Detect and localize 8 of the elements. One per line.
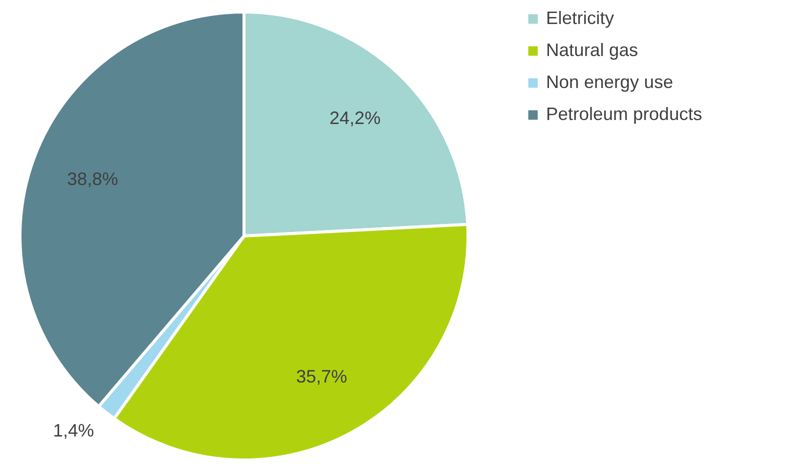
data-label: 35,7% bbox=[296, 366, 348, 386]
data-label: 38,8% bbox=[67, 169, 118, 190]
legend-label: Eletricity bbox=[546, 8, 614, 28]
legend-label: Petroleum products bbox=[546, 104, 702, 124]
data-label: 1,4% bbox=[53, 420, 94, 441]
legend-label: Natural gas bbox=[546, 40, 638, 60]
data-label: 24,2% bbox=[330, 108, 381, 128]
legend-label: Non energy use bbox=[546, 72, 674, 92]
